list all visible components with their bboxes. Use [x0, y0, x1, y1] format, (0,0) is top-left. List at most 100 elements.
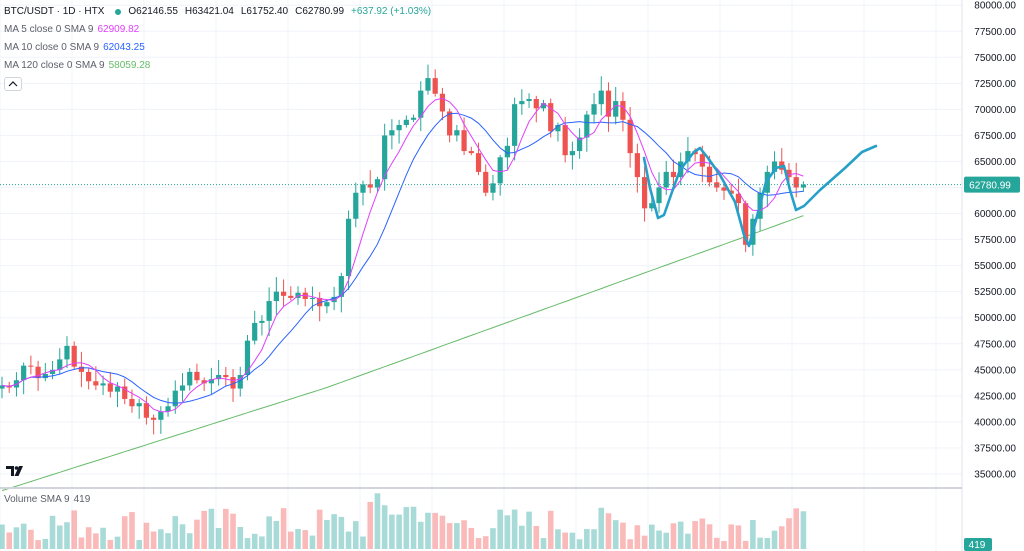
volume-bar: [13, 527, 20, 549]
volume-bar: [381, 505, 388, 549]
ohlc-row: BTC/USDT · 1D · HTX O62146.55 H63421.04 …: [4, 3, 434, 21]
ma120-path: [1, 215, 804, 492]
candle: [129, 398, 135, 407]
volume-bar: [78, 537, 85, 549]
candle: [208, 379, 214, 384]
volume-bar: [735, 525, 742, 549]
candle: [562, 125, 568, 156]
volume-bar: [208, 508, 215, 549]
volume-bar: [620, 522, 626, 549]
volume-bar: [56, 525, 63, 549]
candle: [418, 90, 424, 118]
candle: [403, 119, 409, 126]
indicator-ma120[interactable]: MA 120 close 0 SMA 9 58059.28: [4, 57, 434, 75]
candle: [512, 104, 518, 146]
candle: [786, 169, 792, 178]
candle: [555, 125, 561, 132]
candle: [699, 154, 705, 167]
candle: [526, 98, 532, 102]
annotation-drawing: [642, 144, 878, 248]
candle: [533, 98, 539, 109]
volume-bar: [158, 529, 164, 549]
indicator-ma10[interactable]: MA 10 close 0 SMA 9 62043.25: [4, 39, 434, 57]
candle: [728, 190, 734, 194]
price-tick-label: 50000.00: [974, 313, 1016, 324]
candle: [670, 171, 677, 178]
volume-bar: [71, 510, 77, 549]
candle: [360, 184, 366, 193]
candle: [28, 365, 34, 367]
volume-bars: [0, 493, 807, 549]
price-tick-label: 42500.00: [974, 391, 1016, 402]
price-tick-label: 77500.00: [974, 27, 1016, 38]
candle: [194, 371, 200, 381]
candle: [468, 151, 474, 154]
candle: [396, 125, 402, 131]
price-tick-label: 75000.00: [974, 53, 1016, 64]
volume-bar: [42, 538, 49, 549]
candle: [439, 93, 446, 112]
ohlc-low: L61752.40: [240, 6, 289, 17]
volume-bar: [316, 509, 323, 549]
candle: [114, 386, 121, 392]
collapse-legend-button[interactable]: [4, 77, 22, 91]
candle: [685, 151, 691, 162]
volume-bar: [230, 513, 236, 549]
volume-bar: [468, 527, 475, 549]
price-tick-label: 80000.00: [974, 1, 1016, 12]
indicator-ma5[interactable]: MA 5 close 0 SMA 9 62909.82: [4, 21, 434, 39]
price-axis: 35000.00 37500.00 40000.00 42500.00 45000.00…: [961, 0, 1024, 551]
candle: [331, 296, 337, 303]
volume-bar: [389, 514, 395, 549]
candle: [165, 406, 171, 412]
price-tick-label: 45000.00: [974, 365, 1016, 376]
ma10-label: MA 10 close 0 SMA 9: [4, 42, 100, 53]
volume-bar: [641, 535, 648, 549]
tradingview-logo[interactable]: [5, 464, 25, 478]
candle: [21, 365, 27, 381]
candle: [743, 203, 749, 245]
volume-bar: [251, 533, 258, 549]
volume-bar: [136, 540, 142, 549]
candle: [223, 375, 229, 378]
volume-bar: [186, 533, 193, 549]
candle: [49, 369, 56, 374]
candle: [136, 403, 142, 407]
candle: [389, 130, 395, 136]
volume-bar: [259, 536, 265, 549]
candle: [454, 130, 460, 136]
candle: [634, 153, 640, 178]
volume-bar: [598, 507, 605, 549]
candle: [187, 371, 193, 386]
volume-bar: [446, 523, 453, 549]
price-tick-label: 47500.00: [974, 339, 1016, 350]
volume-bar: [461, 520, 467, 549]
volume-bar: [612, 520, 619, 549]
candle: [497, 157, 503, 184]
volume-bar: [28, 529, 34, 549]
volume-bar: [410, 506, 417, 549]
volume-bar: [800, 511, 807, 549]
candle: [179, 385, 186, 391]
candle: [252, 322, 258, 341]
volume-bar: [685, 533, 691, 549]
volume-legend[interactable]: Volume SMA 9 419: [4, 494, 90, 505]
volume-bar: [721, 540, 727, 549]
ohlc-high: H63421.04: [184, 6, 234, 17]
volume-bar: [778, 526, 785, 549]
last-price-badge-text: 62780.99: [969, 181, 1011, 192]
candle: [519, 101, 525, 105]
candle: [663, 171, 669, 188]
market-status-icon: [115, 9, 122, 15]
candle: [143, 403, 149, 418]
price-tick-label: 52500.00: [974, 287, 1016, 298]
candle: [324, 302, 330, 307]
volume-bar: [172, 516, 179, 549]
symbol-title[interactable]: BTC/USDT · 1D · HTX: [4, 6, 105, 17]
volume-bar: [649, 524, 655, 549]
last-price-badge: [964, 176, 1020, 193]
candle: [353, 192, 359, 219]
volume-bar: [555, 529, 561, 549]
volume-bar: [179, 524, 186, 549]
